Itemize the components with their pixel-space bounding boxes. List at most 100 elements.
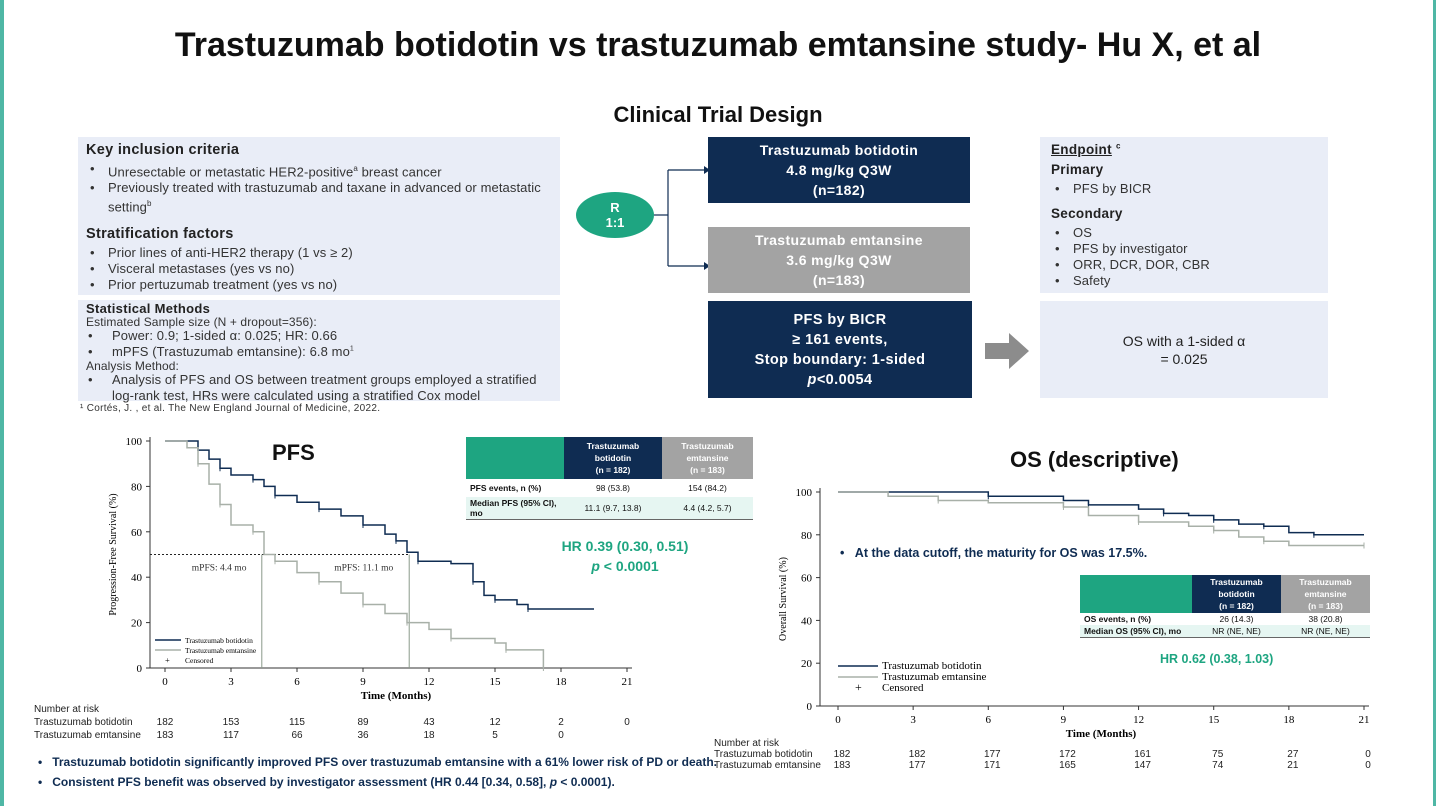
pfs-analysis-box: PFS by BICR ≥ 161 events, Stop boundary: 1… (708, 301, 972, 398)
strat-item: Prior lines of anti-HER2 therapy (1 vs ≥… (86, 245, 552, 261)
secondary-item: OS (1051, 225, 1317, 241)
inclusion-heading: Key inclusion criteria (86, 142, 240, 158)
risk-row-label: Trastuzumab emtansine (714, 760, 821, 771)
risk-row-label: Trastuzumab botidotin (714, 749, 813, 760)
stat-methods-box: Statistical Methods Estimated Sample siz… (78, 300, 560, 403)
analysis-label: Analysis Method: (86, 359, 179, 373)
x-tick-label: 9 (360, 676, 366, 688)
risk-value: 183 (156, 730, 174, 741)
y-tick-label: 40 (131, 572, 143, 584)
slide-title: Trastuzumab botidotin vs trastuzumab emt… (174, 26, 1262, 64)
x-tick-label: 9 (1061, 714, 1067, 726)
randomization-ellipse: R 1:1 (576, 192, 654, 238)
km-curve-emtansine (165, 440, 545, 668)
risk-value: 147 (1134, 760, 1151, 771)
x-tick-label: 3 (228, 676, 234, 688)
stat-item: mPFS (Trastuzumab emtansine): 6.8 mo1 (86, 344, 552, 360)
y-tick-label: 20 (801, 658, 813, 670)
os-chart: 0 20 40 60 80 100 0 3 6 9 12 15 18 21 Time (Months) Ove… (778, 487, 1370, 740)
x-tick-label: 12 (424, 676, 435, 688)
y-tick-label: 20 (131, 618, 143, 630)
risk-value: 5 (492, 730, 498, 741)
y-axis-label: Overall Survival (%) (778, 557, 789, 641)
risk-value: 21 (1287, 760, 1299, 771)
x-tick-label: 12 (1133, 714, 1144, 726)
y-tick-label: 60 (801, 573, 813, 585)
design-heading: Clinical Trial Design (613, 102, 823, 127)
risk-row-label: Trastuzumab botidotin (34, 717, 133, 728)
inclusion-item: Unresectable or metastatic HER2-positive… (86, 161, 552, 180)
risk-value: 75 (1212, 749, 1224, 760)
pfs-hazard-ratio: HR 0.39 (0.30, 0.51) p < 0.0001 (561, 538, 689, 574)
pfs-chart: 0 20 40 60 80 100 0 3 6 9 12 15 18 21 Time (Months) Pro… (108, 436, 633, 702)
inclusion-box: Key inclusion criteria Unresectable or m… (78, 137, 560, 295)
x-tick-label: 3 (910, 714, 916, 726)
strat-item: Prior pertuzumab treatment (yes vs no) (86, 277, 552, 293)
pfs-summary-table: Trastuzumab botidotin (n = 182) Trastuzuma… (466, 437, 753, 520)
strat-item: Visceral metastases (yes vs no) (86, 261, 552, 277)
y-tick-label: 80 (131, 481, 143, 493)
endpoint-box: Endpoint c Primary PFS by BICR Secondary… (1040, 137, 1328, 293)
os-maturity-note: • At the data cutoff, the maturity for O… (840, 546, 1148, 560)
risk-value: 74 (1212, 760, 1224, 771)
slide-edge-left (0, 0, 4, 806)
risk-value: 161 (1134, 749, 1151, 760)
stat-item: Power: 0.9; 1-sided α: 0.025; HR: 0.66 (86, 328, 552, 344)
risk-label: Number at risk (34, 704, 100, 715)
risk-value: 172 (1059, 749, 1076, 760)
median-annotation: mPFS: 4.4 mo (192, 564, 247, 574)
risk-value: 177 (908, 760, 926, 771)
stat-heading: Statistical Methods (86, 301, 211, 316)
risk-value: 0 (624, 717, 630, 728)
arm-emtansine-box: Trastuzumab emtansine 3.6 mg/kg Q3W (n=183… (708, 227, 970, 293)
censor-legend-icon: + (165, 655, 170, 665)
risk-value: 177 (983, 749, 1001, 760)
legend-label: Trastuzumab emtansine (185, 646, 257, 655)
risk-value: 115 (289, 717, 305, 728)
x-tick-label: 0 (162, 676, 168, 688)
risk-value: 18 (423, 730, 435, 741)
risk-label: Number at risk (714, 738, 780, 749)
conclusion-bullet: • Trastuzumab botidotin significantly im… (38, 755, 717, 769)
legend-label: Trastuzumab emtansine (882, 671, 986, 683)
x-tick-label: 0 (835, 714, 841, 726)
footnote: ¹ Cortés, J. , et al. The New England Jo… (80, 403, 381, 414)
risk-value: 182 (833, 749, 851, 760)
risk-value: 12 (489, 717, 501, 728)
risk-value: 182 (908, 749, 926, 760)
km-curve-emtansine (838, 491, 1364, 547)
y-tick-label: 0 (807, 701, 813, 713)
censor-legend-icon: + (855, 680, 862, 694)
pfs-title: PFS (272, 440, 315, 465)
os-title: OS (descriptive) (1010, 447, 1179, 472)
risk-value: 165 (1059, 760, 1076, 771)
x-tick-label: 15 (490, 676, 502, 688)
os-hazard-ratio: HR 0.62 (0.38, 1.03) (1160, 652, 1274, 666)
x-axis-label: Time (Months) (361, 690, 432, 702)
primary-item: PFS by BICR (1051, 181, 1317, 197)
x-tick-label: 6 (986, 714, 992, 726)
risk-value: 183 (833, 760, 851, 771)
y-axis-label: Progression-Free Survival (%) (108, 493, 119, 615)
risk-value: 2 (558, 717, 564, 728)
arm-botidotin-box: Trastuzumab botidotin 4.8 mg/kg Q3W (n=182… (708, 137, 970, 203)
x-tick-label: 18 (556, 676, 568, 688)
stat-sample: Estimated Sample size (N + dropout=356): (86, 315, 317, 329)
median-annotation: mPFS: 11.1 mo (334, 564, 393, 574)
y-tick-label: 60 (131, 527, 143, 539)
randomization-arrows (654, 166, 710, 270)
y-tick-label: 0 (137, 663, 143, 675)
risk-value: 0 (1365, 760, 1371, 771)
legend-label: Trastuzumab botidotin (882, 660, 982, 672)
secondary-label: Secondary (1051, 206, 1123, 221)
y-tick-label: 40 (801, 615, 813, 627)
secondary-item: Safety (1051, 273, 1317, 289)
inclusion-item: Previously treated with trastuzumab and … (86, 180, 552, 215)
km-curve-botidotin (165, 440, 594, 610)
x-tick-label: 6 (294, 676, 300, 688)
risk-value: 89 (357, 717, 369, 728)
conclusion-bullet: • Consistent PFS benefit was observed by… (38, 775, 615, 789)
risk-value: 0 (558, 730, 564, 741)
risk-value: 66 (291, 730, 303, 741)
os-summary-table: Trastuzumab botidotin (n = 182) Trastuzuma… (1080, 575, 1370, 638)
